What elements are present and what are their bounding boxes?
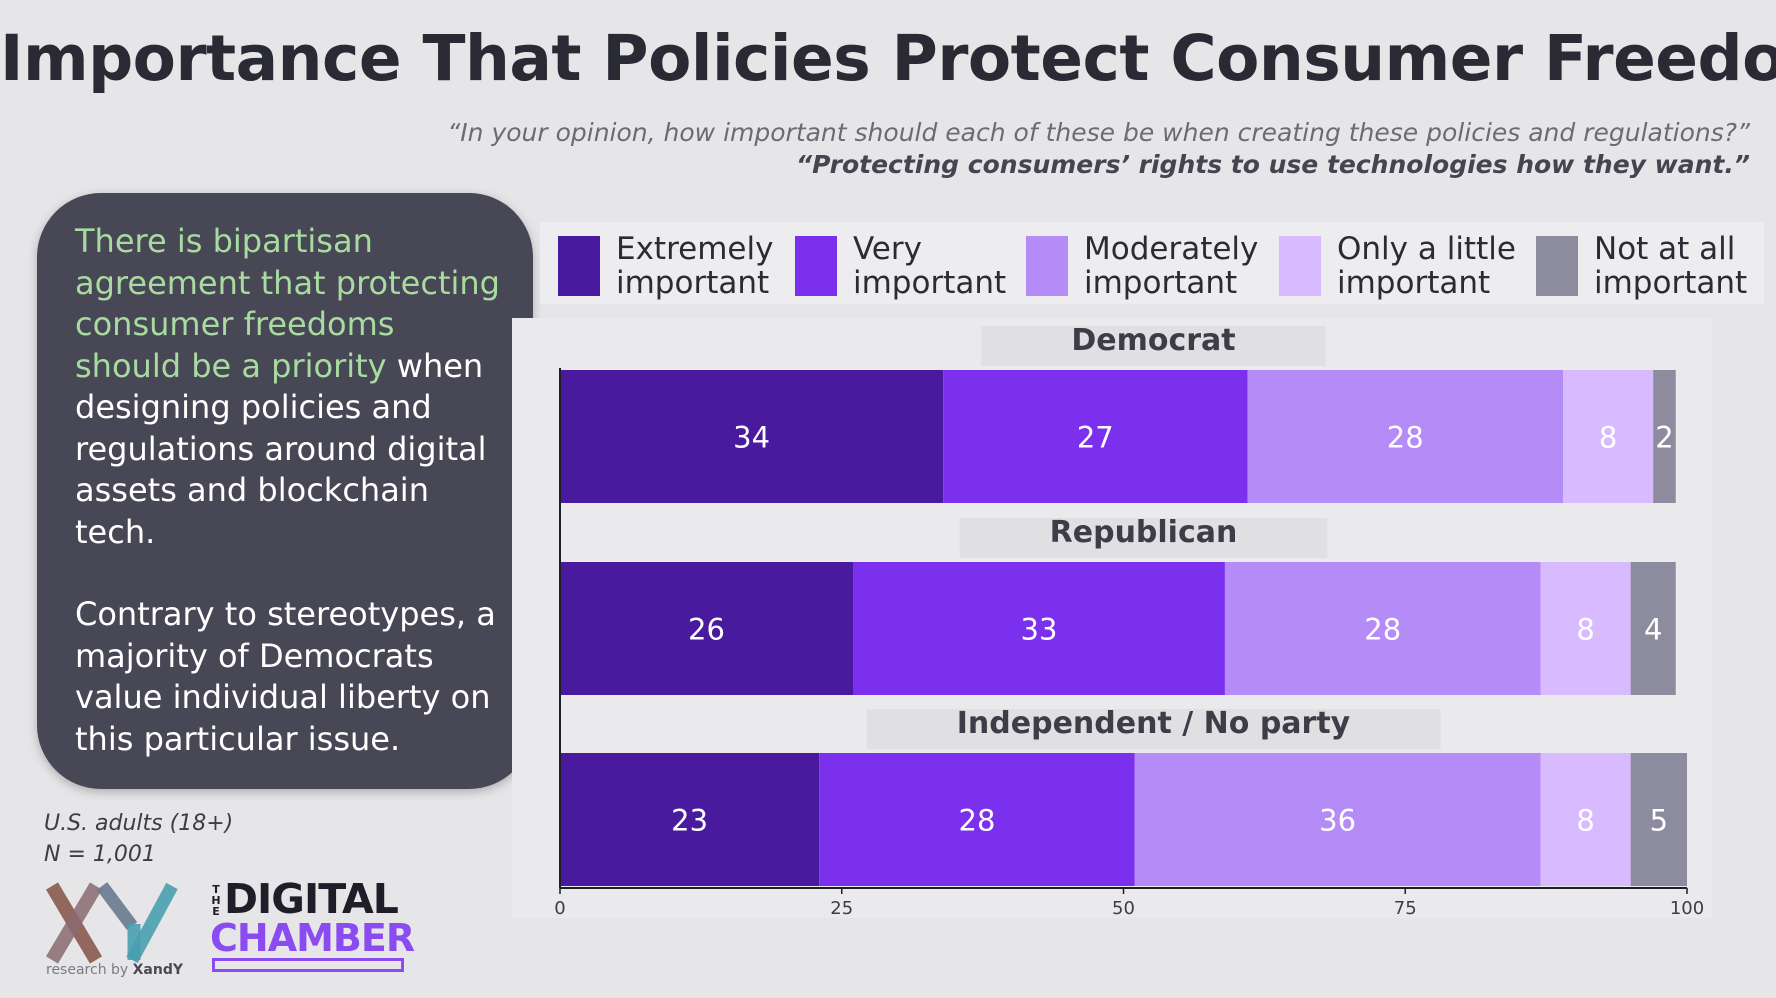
bar-segment (1630, 753, 1687, 886)
bar-segment (853, 562, 1225, 695)
legend-swatch (1026, 236, 1068, 296)
bar-segment (1134, 753, 1541, 886)
xandy-tag-name: XandY (132, 962, 184, 978)
x-tick-label: 75 (1394, 898, 1417, 919)
bar-segment (560, 753, 820, 886)
sample-size: N = 1,001 (44, 842, 156, 867)
bar-value-label: 27 (1077, 421, 1114, 455)
bar-value-label: 5 (1650, 804, 1668, 838)
digital-chamber-underline (212, 958, 404, 972)
legend-swatch (1536, 236, 1578, 296)
bar-segment (1653, 370, 1676, 503)
bar-value-label: 8 (1576, 804, 1594, 838)
bar-segment (1563, 370, 1654, 503)
callout-paragraph-1: There is bipartisan agreement that prote… (75, 221, 503, 553)
bar-value-label: 23 (671, 804, 708, 838)
legend-label: Not at all important (1594, 231, 1748, 301)
callout-box: There is bipartisan agreement that prote… (37, 193, 533, 789)
survey-statement: “Protecting consumers’ rights to use tec… (795, 150, 1750, 179)
x-tick-label: 0 (554, 898, 565, 919)
bar-segment (560, 370, 944, 503)
legend-swatch (795, 236, 837, 296)
bar-value-label: 8 (1576, 613, 1594, 647)
bar-value-label: 28 (1387, 421, 1424, 455)
bar-segment (1630, 562, 1676, 695)
bar-segment (1247, 370, 1564, 503)
sample-population: U.S. adults (18+) (44, 811, 234, 836)
legend-label: Only a little important (1337, 231, 1516, 301)
category-label: Independent / No party (957, 706, 1351, 741)
legend-label: Extremely important (616, 231, 774, 301)
legend-swatch (1279, 236, 1321, 296)
bar-segment (560, 562, 854, 695)
legend-swatch (558, 236, 600, 296)
bar-segment (1224, 562, 1541, 695)
xandy-tag-prefix: research by (46, 962, 133, 978)
sample-info: U.S. adults (18+) N = 1,001 (44, 808, 233, 870)
bar-value-label: 28 (1364, 613, 1401, 647)
xandy-tagline: research by XandY (46, 962, 183, 978)
bar-value-label: 4 (1644, 613, 1662, 647)
bar-segment (819, 753, 1135, 886)
digital-chamber-the: THE (211, 883, 221, 918)
category-label-background (866, 709, 1441, 749)
category-label-background (981, 326, 1326, 366)
bar-value-label: 34 (733, 421, 770, 455)
survey-question: “In your opinion, how important should e… (447, 118, 1750, 147)
bar-value-label: 28 (959, 804, 996, 838)
bar-value-label: 8 (1599, 421, 1617, 455)
legend-label: Very important (853, 231, 1007, 301)
category-label: Democrat (1071, 323, 1235, 358)
category-label: Republican (1050, 515, 1238, 550)
x-tick-label: 100 (1670, 898, 1704, 919)
x-tick-label: 50 (1112, 898, 1135, 919)
bar-value-label: 26 (688, 613, 725, 647)
x-tick-label: 25 (830, 898, 853, 919)
chart-title: Importance That Policies Protect Consume… (0, 22, 1776, 95)
digital-chamber-word1: DIGITAL (224, 875, 399, 923)
category-label-background (959, 518, 1328, 558)
bar-segment (1540, 562, 1631, 695)
legend-label: Moderately important (1084, 231, 1259, 301)
callout-rest: when designing policies and regulations … (75, 346, 487, 551)
callout-highlight: There is bipartisan agreement that prote… (75, 222, 500, 385)
callout-paragraph-2: Contrary to stereotypes, a majority of D… (75, 595, 496, 758)
bar-segment (943, 370, 1248, 503)
digital-chamber-word2: CHAMBER (210, 916, 415, 960)
bar-value-label: 2 (1655, 421, 1673, 455)
xandy-logo (45, 882, 178, 964)
bar-value-label: 36 (1319, 804, 1356, 838)
bar-value-label: 33 (1021, 613, 1058, 647)
bar-segment (1540, 753, 1631, 886)
